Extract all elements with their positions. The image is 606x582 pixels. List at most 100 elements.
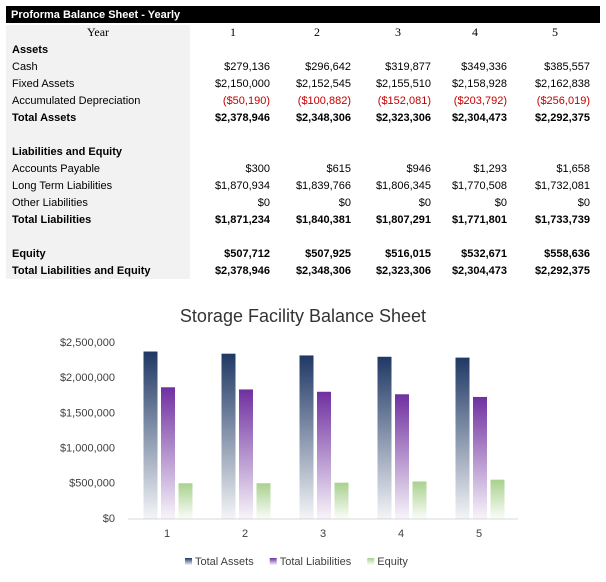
- cell: $2,162,838: [535, 78, 590, 90]
- cell: $2,292,375: [535, 265, 590, 277]
- header-year: 1: [230, 25, 236, 39]
- cell: $507,712: [224, 248, 270, 260]
- bar: [161, 387, 175, 519]
- bar: [239, 389, 253, 519]
- row-label: Long Term Liabilities: [12, 180, 113, 192]
- cell: $2,378,946: [215, 112, 270, 124]
- bar: [395, 394, 409, 519]
- cell: $1,839,766: [296, 180, 351, 192]
- cell: $0: [495, 197, 507, 209]
- cell: $532,671: [461, 248, 507, 260]
- cell: $507,925: [305, 248, 351, 260]
- cell: $279,136: [224, 61, 270, 73]
- bar: [299, 355, 314, 519]
- cell: $1,806,345: [376, 180, 431, 192]
- row-label: Fixed Assets: [12, 78, 75, 90]
- bar: [317, 391, 331, 519]
- title-bar: [6, 6, 600, 23]
- row-label: Equity: [12, 248, 46, 260]
- y-tick-label: $1,500,000: [60, 407, 115, 419]
- cell: $2,323,306: [376, 265, 431, 277]
- header-year: 5: [552, 25, 558, 39]
- row-label: Liabilities and Equity: [12, 146, 123, 158]
- row-label: Other Liabilities: [12, 197, 88, 209]
- cell: $946: [407, 163, 431, 175]
- header-year: 4: [472, 25, 478, 39]
- x-tick-label: 1: [164, 528, 170, 540]
- y-tick-label: $0: [103, 513, 115, 525]
- x-tick-label: 3: [320, 528, 326, 540]
- bar: [334, 482, 349, 519]
- cell: $319,877: [385, 61, 431, 73]
- legend-swatch: [269, 558, 277, 565]
- cell: $558,636: [544, 248, 590, 260]
- cell: ($50,190): [223, 95, 270, 107]
- y-tick-label: $2,500,000: [60, 337, 115, 349]
- cell: $1,732,081: [535, 180, 590, 192]
- bar: [221, 353, 236, 519]
- cell: $2,323,306: [376, 112, 431, 124]
- cell: $0: [578, 197, 590, 209]
- cell: $349,336: [461, 61, 507, 73]
- cell: $1,840,381: [296, 214, 351, 226]
- cell: ($203,792): [454, 95, 507, 107]
- cell: $2,158,928: [452, 78, 507, 90]
- cell: $516,015: [385, 248, 431, 260]
- chart-title: Storage Facility Balance Sheet: [180, 306, 426, 326]
- cell: $1,733,739: [535, 214, 590, 226]
- cell: $2,292,375: [535, 112, 590, 124]
- label-column: [6, 25, 190, 279]
- bar: [412, 481, 427, 519]
- x-tick-label: 5: [476, 528, 482, 540]
- cell: $2,378,946: [215, 265, 270, 277]
- y-tick-label: $500,000: [69, 478, 115, 490]
- legend-swatch: [367, 558, 375, 565]
- table-title: Proforma Balance Sheet - Yearly: [11, 9, 181, 21]
- bar: [455, 357, 470, 519]
- y-tick-label: $2,000,000: [60, 372, 115, 384]
- row-label: Total Assets: [12, 112, 76, 124]
- cell: $1,771,801: [452, 214, 507, 226]
- cell: $2,304,473: [452, 112, 507, 124]
- cell: $2,348,306: [296, 265, 351, 277]
- x-tick-label: 2: [242, 528, 248, 540]
- bar: [256, 483, 271, 519]
- cell: $0: [419, 197, 431, 209]
- cell: ($152,081): [378, 95, 431, 107]
- cell: $1,871,234: [215, 214, 271, 226]
- bar: [143, 351, 158, 519]
- cell: $296,642: [305, 61, 351, 73]
- header-year: 2: [314, 25, 320, 39]
- cell: $1,770,508: [452, 180, 507, 192]
- row-label: Total Liabilities and Equity: [12, 265, 151, 277]
- cell: $1,807,291: [376, 214, 431, 226]
- cell: $1,658: [556, 163, 590, 175]
- bar: [178, 483, 193, 519]
- bar: [473, 396, 487, 519]
- cell: ($100,882): [298, 95, 351, 107]
- cell: $385,557: [544, 61, 590, 73]
- legend-label: Total Assets: [195, 556, 254, 568]
- row-label: Cash: [12, 61, 38, 73]
- legend-label: Equity: [377, 556, 408, 568]
- cell: $1,870,934: [215, 180, 270, 192]
- bar: [490, 479, 505, 519]
- chart: $0 $500,000 $1,000,000 $1,500,000 $2,000,000…: [60, 337, 518, 568]
- cell: $300: [246, 163, 270, 175]
- cell: $1,293: [473, 163, 507, 175]
- cell: $0: [339, 197, 351, 209]
- cell: $615: [327, 163, 351, 175]
- row-label: Accumulated Depreciation: [12, 95, 140, 107]
- bar: [377, 356, 392, 519]
- cell: $2,348,306: [296, 112, 351, 124]
- cell: $0: [258, 197, 270, 209]
- cell: $2,304,473: [452, 265, 507, 277]
- row-label: Total Liabilities: [12, 214, 91, 226]
- legend-label: Total Liabilities: [280, 556, 352, 568]
- header-year: 3: [395, 25, 401, 39]
- cell: $2,152,545: [296, 78, 351, 90]
- cell: $2,150,000: [215, 78, 270, 90]
- cell: ($256,019): [537, 95, 590, 107]
